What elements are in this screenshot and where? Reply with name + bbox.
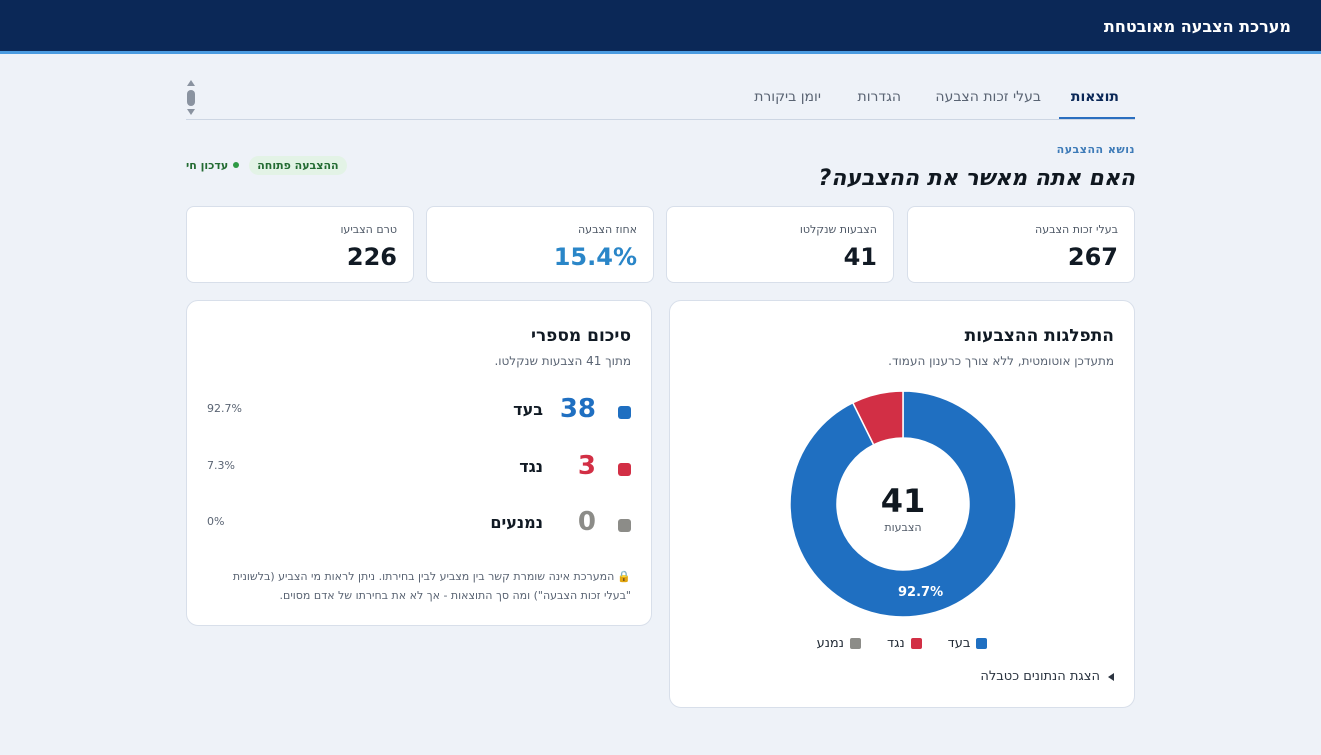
legend-label: בעד: [947, 636, 971, 651]
tab-voters[interactable]: בעלי זכות הצבעה: [935, 89, 1041, 105]
legend-swatch: [976, 638, 988, 649]
stat-card-received: הצבעות שנקלטו 41: [666, 206, 894, 283]
donut-slice-1[interactable]: [851, 390, 904, 446]
legend-label: נגד: [886, 636, 905, 651]
stat-card-eligible: בעלי זכות הצבעה 267: [907, 206, 1135, 283]
donut-center-value: 41: [880, 482, 926, 520]
color-swatch: [618, 406, 631, 419]
donut-slice-0[interactable]: [789, 390, 1017, 618]
topic-label: נושא ההצבעה: [1056, 143, 1135, 156]
chart-legend: בעד נגד נמנע: [670, 636, 1134, 651]
summary-row-for: 38 בעד 92.7%: [207, 394, 631, 430]
summary-count: 0: [577, 507, 596, 537]
donut-center-label: הצבעות: [884, 521, 922, 534]
tab-scroll-control[interactable]: [186, 78, 196, 118]
legend-item[interactable]: בעד: [948, 636, 988, 651]
summary-percent: 7.3%: [207, 459, 235, 472]
live-label: עדכון חי: [186, 158, 229, 172]
summary-percent: 0%: [207, 515, 225, 528]
summary-percent: 92.7%: [207, 402, 242, 415]
distribution-subtitle: מתעדכן אוטומטית, ללא צורך כרענון העמוד.: [888, 354, 1114, 368]
show-table-label: הצגת הנתונים כטבלה: [980, 669, 1100, 684]
distribution-panel: התפלגות ההצבעות מתעדכן אוטומטית, ללא צור…: [669, 300, 1135, 708]
stat-label: טרם הצביעו: [340, 223, 397, 236]
privacy-note-text: המערכת אינה שומרת קשר בין מצביע לבין בחי…: [232, 570, 631, 602]
summary-panel: סיכום מספרי מתוך 41 הצבעות שנקלטו. 38 בע…: [186, 300, 652, 626]
legend-item[interactable]: נמנע: [817, 636, 861, 651]
donut-chart: [789, 390, 1017, 618]
stat-value: 15.4%: [553, 243, 637, 271]
privacy-note: 🔒המערכת אינה שומרת קשר בין מצביע לבין בח…: [207, 567, 631, 605]
summary-count: 38: [559, 394, 596, 424]
summary-title: סיכום מספרי: [530, 326, 631, 346]
stat-label: הצבעות שנקלטו: [799, 223, 877, 236]
summary-subtitle: מתוך 41 הצבעות שנקלטו.: [494, 354, 631, 368]
summary-count: 3: [577, 451, 596, 481]
slice-percent-label: 92.7%: [898, 585, 944, 600]
legend-swatch: [910, 638, 922, 649]
stat-value: 267: [1067, 243, 1118, 271]
live-dot-icon: [233, 162, 240, 168]
status-badge: ההצבעה פתוחה: [249, 155, 347, 175]
tab-settings[interactable]: הגדרות: [857, 89, 901, 105]
caret-left-icon: [1108, 672, 1114, 681]
vote-question: האם אתה מאשר את ההצבעה?: [818, 166, 1135, 191]
stat-value: 226: [346, 243, 397, 271]
app-title: מערכת הצבעה מאובטחת: [1103, 17, 1291, 36]
tab-audit-log[interactable]: יומן ביקורת: [754, 89, 821, 105]
color-swatch: [618, 463, 631, 476]
active-tab-indicator: [1059, 117, 1135, 119]
stat-label: בעלי זכות הצבעה: [1035, 223, 1118, 236]
top-bar: מערכת הצבעה מאובטחת: [0, 0, 1321, 54]
legend-swatch: [849, 638, 861, 649]
summary-row-abstain: 0 נמנעים 0%: [207, 507, 631, 543]
summary-option-name: נמנעים: [490, 513, 543, 532]
legend-item[interactable]: נגד: [887, 636, 922, 651]
color-swatch: [618, 519, 631, 532]
legend-label: נמנע: [816, 636, 844, 651]
stat-value: 41: [843, 243, 877, 271]
scroll-up-icon[interactable]: [187, 80, 195, 86]
summary-option-name: נגד: [519, 457, 543, 476]
status-area: ההצבעה פתוחה עדכון חי: [186, 155, 347, 175]
stat-card-not-voted: טרם הצביעו 226: [186, 206, 414, 283]
stat-card-turnout: אחוז הצבעה 15.4%: [426, 206, 654, 283]
summary-row-against: 3 נגד 7.3%: [207, 451, 631, 487]
show-table-toggle[interactable]: הצגת הנתונים כטבלה: [980, 669, 1114, 684]
tab-bar: תוצאות בעלי זכות הצבעה הגדרות יומן ביקור…: [186, 76, 1135, 120]
scroll-thumb[interactable]: [187, 90, 195, 106]
scroll-down-icon[interactable]: [187, 109, 195, 115]
lock-icon: 🔒: [617, 570, 631, 583]
tab-results[interactable]: תוצאות: [1070, 89, 1119, 105]
distribution-title: התפלגות ההצבעות: [964, 326, 1114, 346]
summary-option-name: בעד: [513, 400, 543, 419]
live-indicator: עדכון חי: [186, 158, 240, 172]
stat-label: אחוז הצבעה: [578, 223, 637, 236]
